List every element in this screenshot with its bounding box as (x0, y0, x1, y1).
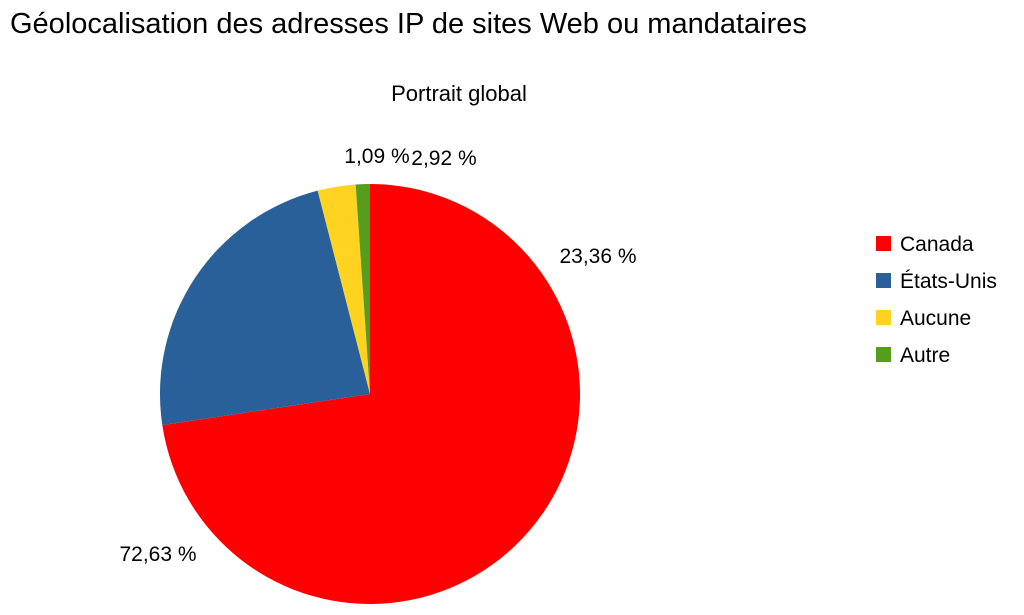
pie-slice-autre (355, 184, 370, 394)
page-title: Géolocalisation des adresses IP de sites… (10, 8, 807, 40)
chart-title: Portrait global (391, 81, 527, 106)
pie-slice-etats-unis (159, 190, 370, 426)
pie-slices (159, 184, 580, 604)
slice-value-label: 72,63 % (119, 543, 196, 566)
pie-slice-canada (162, 184, 580, 604)
legend-swatch (876, 310, 891, 325)
legend-swatch (876, 273, 891, 288)
legend-label: Aucune (900, 307, 971, 330)
legend-label: États-Unis (900, 270, 997, 293)
pie-slice-aucune (317, 184, 370, 394)
legend-swatch (876, 236, 891, 251)
legend-label: Canada (900, 233, 974, 256)
slice-labels: 72,63 % 23,36 % 2,92 %1,09 % (119, 145, 636, 566)
legend-swatch (876, 347, 891, 362)
slice-value-label: 1,09 % (344, 145, 409, 168)
legend-label: Autre (900, 344, 950, 367)
legend: Canada États-Unis Aucune Autre (876, 233, 997, 367)
slice-value-label: 2,92 % (411, 147, 476, 170)
slice-value-label: 23,36 % (559, 245, 636, 268)
